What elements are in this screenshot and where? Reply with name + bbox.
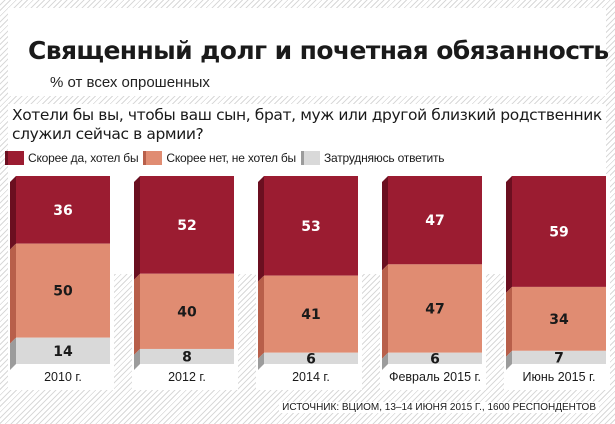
bar-side-yes (506, 176, 512, 293)
survey-question: Хотели бы вы, чтобы ваш сын, брат, муж и… (12, 106, 602, 143)
bar-segment-yes (140, 176, 234, 274)
data-label-dont-know: 7 (554, 350, 564, 366)
legend-swatch-dont-know (303, 151, 320, 165)
bar-side-no (382, 264, 388, 359)
data-label-no: 50 (53, 284, 73, 300)
bar-side-yes (258, 176, 264, 282)
bar-side-no (134, 273, 140, 355)
category-label: Июнь 2015 г. (522, 370, 595, 384)
bar-side-dont-know (134, 348, 140, 370)
bar-side-no (258, 275, 264, 359)
legend-label-dont-know: Затрудняюсь ответить (323, 151, 445, 165)
data-label-no: 34 (549, 312, 569, 328)
bar-segment-dont-know (264, 352, 358, 364)
source-note: ИСТОЧНИК: ВЦИОМ, 13–14 ИЮНЯ 2015 Г., 160… (279, 402, 599, 413)
category-label: 2010 г. (44, 370, 82, 384)
bar-segment-dont-know (16, 337, 110, 364)
chart-title: Священный долг и почетная обязанность (28, 36, 609, 65)
bar-segment-dont-know (388, 352, 482, 364)
bar-segment-no (512, 286, 606, 351)
bar-side-no (10, 243, 16, 344)
data-label-no: 47 (425, 302, 444, 318)
bar-side-dont-know (506, 350, 512, 370)
data-label-dont-know: 6 (306, 351, 316, 367)
data-label-no: 40 (177, 304, 197, 320)
bar-segment-dont-know (512, 350, 606, 364)
bar-side-yes (134, 176, 140, 280)
data-label-yes: 59 (549, 224, 568, 240)
bar-segment-no (264, 275, 358, 353)
data-label-dont-know: 6 (430, 351, 440, 367)
bar-segment-yes (512, 176, 606, 287)
data-label-yes: 53 (301, 219, 320, 235)
data-label-yes: 36 (53, 203, 72, 219)
bar-side-dont-know (382, 352, 388, 370)
legend: Скорее да, хотел бы Скорее нет, не хотел… (8, 146, 457, 170)
legend-item-no: Скорее нет, не хотел бы (146, 151, 296, 165)
category-label: 2012 г. (168, 370, 206, 384)
bar-segment-no (388, 264, 482, 353)
legend-swatch-no (146, 151, 163, 165)
bar-segment-no (140, 273, 234, 349)
legend-label-no: Скорее нет, не хотел бы (166, 151, 296, 165)
category-label: 2014 г. (292, 370, 330, 384)
data-label-yes: 47 (425, 213, 444, 229)
data-label-yes: 52 (177, 218, 196, 234)
legend-item-dont-know: Затрудняюсь ответить (303, 151, 445, 165)
data-label-no: 41 (301, 307, 320, 323)
bar-side-yes (382, 176, 388, 271)
category-label: Февраль 2015 г. (389, 370, 481, 384)
bar-segment-yes (264, 176, 358, 276)
chart-subtitle: % от всех опрошенных (50, 74, 210, 91)
bar-side-dont-know (10, 337, 16, 370)
legend-label-yes: Скорее да, хотел бы (28, 151, 139, 165)
bar-segment-yes (16, 176, 110, 244)
legend-swatch-yes (8, 151, 24, 165)
data-label-dont-know: 14 (53, 344, 73, 360)
bar-side-dont-know (258, 352, 264, 370)
legend-item-yes: Скорее да, хотел бы (8, 151, 139, 165)
header-panel: Священный долг и почетная обязанность % … (8, 8, 609, 96)
bar-side-no (506, 286, 512, 357)
data-label-dont-know: 8 (182, 349, 192, 365)
bar-segment-yes (388, 176, 482, 265)
bar-side-yes (10, 176, 16, 250)
bar-segment-no (16, 243, 110, 338)
bar-segment-dont-know (140, 348, 234, 364)
